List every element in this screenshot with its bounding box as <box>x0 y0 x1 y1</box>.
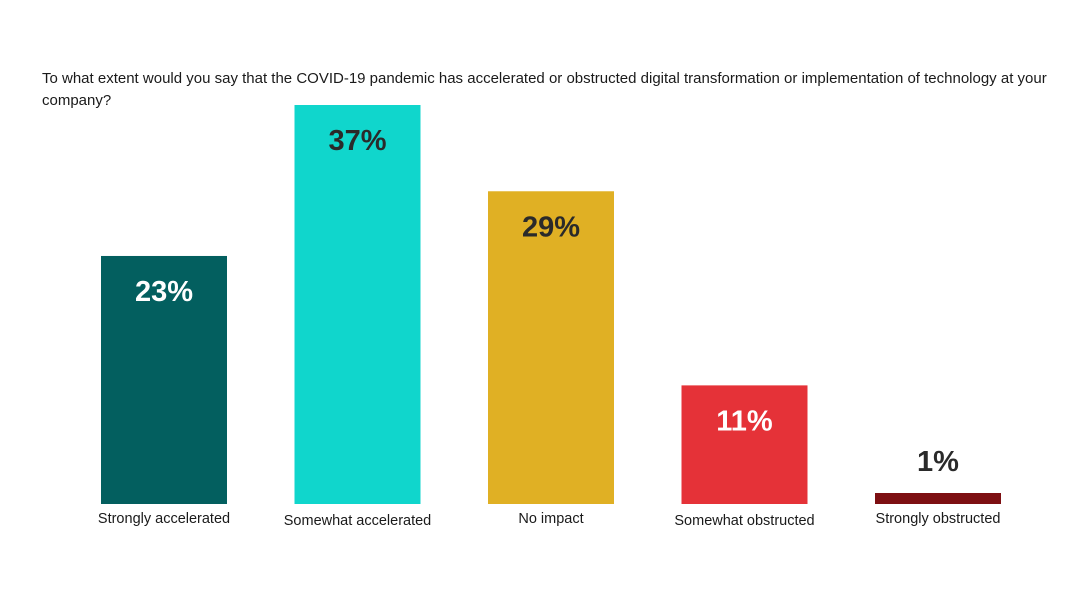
value-label-strongly-obstructed: 1% <box>917 446 959 478</box>
value-labels-group: 23% 37% 29% 11% 1% <box>135 125 959 478</box>
category-label-strongly-obstructed: Strongly obstructed <box>876 511 1001 527</box>
bar-strongly-obstructed <box>875 493 1001 504</box>
bar-strongly-accelerated <box>101 255 227 504</box>
category-label-somewhat-obstructed: Somewhat obstructed <box>674 513 814 529</box>
bar-somewhat-obstructed <box>681 385 808 504</box>
value-label-somewhat-obstructed: 11% <box>716 405 773 437</box>
bar-somewhat-accelerated <box>294 105 421 504</box>
chart-title: To what extent would you say that the CO… <box>42 70 1047 109</box>
bars-group <box>101 105 1001 504</box>
value-label-somewhat-accelerated: 37% <box>328 125 386 157</box>
category-label-strongly-accelerated: Strongly accelerated <box>98 511 230 527</box>
bar-no-impact <box>488 191 614 504</box>
category-labels-group: Strongly accelerated Somewhat accelerated… <box>98 511 1001 529</box>
value-label-no-impact: 29% <box>522 211 580 243</box>
category-label-somewhat-accelerated: Somewhat accelerated <box>284 513 432 529</box>
category-label-no-impact: No impact <box>518 511 583 527</box>
value-label-strongly-accelerated: 23% <box>135 276 193 308</box>
